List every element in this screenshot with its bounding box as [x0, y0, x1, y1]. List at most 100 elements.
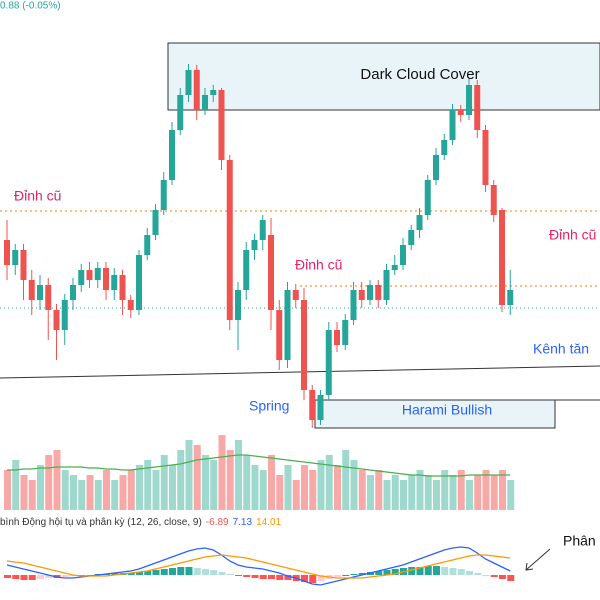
annotation: Dark Cloud Cover [360, 66, 479, 83]
candle-body [144, 235, 151, 255]
candle-body [408, 230, 415, 245]
volume-bar [210, 460, 218, 510]
volume-bar [507, 480, 515, 510]
volume-bar [276, 475, 284, 510]
volume-bar [292, 480, 300, 510]
volume-bar [218, 435, 226, 510]
annotation: Harami Bullish [402, 402, 492, 418]
volume-bar [193, 445, 201, 510]
candle-body [482, 130, 489, 185]
candle-body [119, 275, 126, 300]
macd-histogram-bar [317, 575, 325, 581]
macd-histogram-bar [169, 568, 176, 575]
candle-body [210, 90, 217, 95]
volume-bar [251, 465, 259, 510]
candle-body [276, 310, 283, 360]
candle-body [449, 110, 456, 140]
volume-bar [441, 470, 449, 510]
candle-body [251, 240, 258, 250]
candle-body [185, 70, 192, 95]
candle-body [169, 130, 175, 180]
volume-bar [317, 460, 325, 510]
candle-body [202, 95, 208, 110]
candle-body [317, 395, 324, 420]
macd-histogram-bar [251, 575, 259, 578]
volume-bar [78, 480, 86, 510]
volume-bar [325, 455, 333, 510]
candle-body [284, 290, 291, 360]
candle-body [416, 215, 423, 230]
volume-bar [243, 455, 251, 510]
macd-histogram-bar [284, 575, 292, 580]
macd-histogram-bar [160, 569, 168, 575]
macd-histogram-bar [499, 575, 506, 579]
candle-body [424, 180, 431, 215]
macd-histogram-bar [210, 570, 218, 575]
candle-body [441, 140, 448, 155]
macd-histogram-bar [144, 571, 152, 575]
candle-body [309, 390, 316, 420]
volume-bar [160, 455, 168, 510]
macd-histogram-bar [457, 569, 465, 575]
candle-body [350, 290, 357, 320]
candle-body [243, 250, 250, 290]
volume-bar [383, 480, 391, 510]
macd-histogram-bar [45, 575, 53, 578]
candle-body [507, 290, 514, 305]
candle-body [259, 220, 266, 240]
macd-histogram-bar [276, 575, 284, 580]
candle-body [53, 310, 60, 330]
volume-bar [103, 470, 110, 510]
candle-body [70, 285, 76, 300]
volume-bar [309, 470, 317, 510]
volume-bar [61, 470, 69, 510]
channel-line [0, 365, 600, 379]
annotation: Đỉnh cũ [549, 227, 596, 243]
candle-body [12, 250, 19, 265]
candle-body [383, 270, 390, 300]
arrow [525, 548, 551, 571]
macd-histogram-bar [309, 575, 317, 583]
macd-histogram-bar [4, 575, 11, 578]
candle-body [86, 270, 93, 280]
macd-histogram-bar [507, 575, 515, 581]
volume-bar [152, 470, 160, 510]
macd-title: bình Động hội tụ và phân kỳ (12, 26, clo… [0, 517, 282, 528]
candle-body [94, 268, 101, 280]
macd-histogram-bar [342, 575, 350, 576]
volume-bar [20, 475, 28, 510]
candle-body [292, 290, 299, 300]
macd-histogram-bar [383, 570, 391, 575]
macd-readout: -6.89 [206, 517, 229, 528]
volume-bar [169, 465, 176, 510]
volume-bar [342, 450, 350, 510]
volume-bar [268, 455, 275, 510]
price-change: 0.88 (-0.05%) [0, 1, 61, 12]
volume-bar [86, 475, 94, 510]
volume-bar [301, 465, 308, 510]
candle-body [391, 265, 398, 270]
macd-readout: 7.13 [233, 517, 253, 528]
candle-body [78, 270, 85, 285]
macd-title: bình Động hội tụ và phân kỳ (12, 26, clo… [0, 517, 202, 528]
macd-histogram-bar [350, 574, 358, 575]
annotation: Đỉnh cũ [295, 257, 342, 273]
volume-bar [70, 475, 77, 510]
volume-bar [259, 470, 267, 510]
macd-histogram-bar [449, 568, 457, 575]
volume-bar [127, 470, 135, 510]
volume-bar [284, 465, 292, 510]
volume-bar [449, 475, 457, 510]
candle-body [474, 85, 481, 130]
macd-histogram-bar [235, 575, 242, 576]
candle-body [342, 320, 349, 345]
macd-histogram-bar [416, 567, 424, 575]
macd-histogram-bar [334, 575, 341, 577]
candle-body [226, 160, 233, 320]
macd-histogram-bar [424, 566, 432, 575]
macd-histogram-bar [37, 575, 44, 579]
macd-histogram-bar [490, 575, 498, 577]
volume-bar [185, 440, 193, 510]
macd-histogram-bar [391, 569, 399, 575]
